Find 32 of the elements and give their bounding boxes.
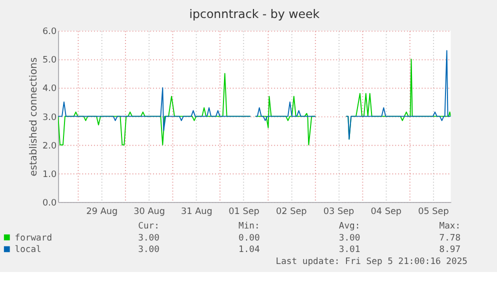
text: 8.97: [439, 245, 461, 256]
y-tick-label: 6.0: [42, 27, 57, 38]
x-tick-label: 02 Sep: [276, 207, 308, 218]
x-tick-label: 29 Aug: [86, 207, 118, 218]
text: Max:: [439, 222, 461, 232]
legend-label: local: [14, 245, 42, 256]
text: 3.00: [138, 245, 160, 256]
x-tick-label: 05 Sep: [418, 207, 450, 218]
text: Last update: Fri Sep 5 21:00:16 2025: [276, 256, 468, 267]
text: Cur:: [138, 222, 160, 232]
y-tick-label: 2.0: [42, 141, 57, 152]
text: 3.00: [338, 233, 360, 244]
text: Avg:: [338, 222, 360, 232]
text: 0.00: [238, 233, 260, 244]
y-axis-title: established connections: [28, 57, 40, 176]
legend-label: forward: [14, 233, 52, 244]
text: 3.00: [138, 233, 160, 244]
text: 3.01: [338, 245, 360, 256]
x-tick-label: 03 Sep: [323, 207, 355, 218]
text: 7.78: [439, 233, 461, 244]
chart-title: ipconntrack - by week: [189, 6, 320, 21]
y-tick-label: 1.0: [42, 170, 57, 180]
y-tick-label: 0.0: [42, 198, 57, 208]
x-tick-label: 30 Aug: [134, 207, 165, 218]
y-tick-label: 3.0: [42, 112, 57, 123]
text: 1.04: [238, 245, 260, 256]
text: Min:: [238, 222, 260, 232]
y-tick-label: 5.0: [42, 56, 57, 66]
x-tick-label: 31 Aug: [181, 207, 212, 218]
x-tick-label: 01 Sep: [228, 207, 260, 218]
y-tick-label: 4.0: [42, 84, 57, 94]
x-tick-label: 04 Sep: [370, 207, 402, 218]
